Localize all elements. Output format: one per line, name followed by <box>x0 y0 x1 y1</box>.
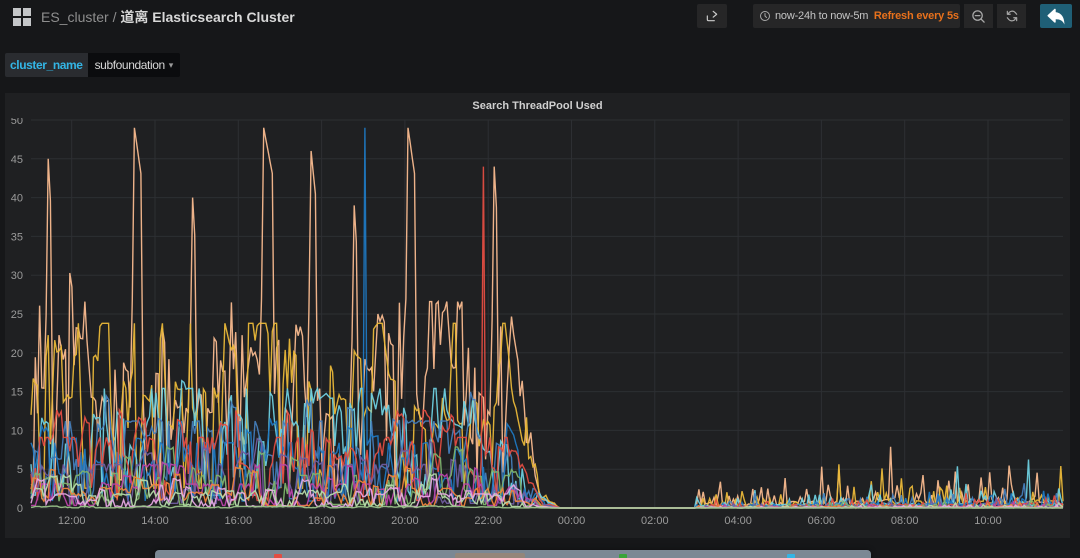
svg-text:20: 20 <box>11 348 23 360</box>
svg-text:10: 10 <box>11 425 23 437</box>
svg-text:45: 45 <box>11 154 23 166</box>
svg-text:08:00: 08:00 <box>891 515 919 527</box>
svg-text:16:00: 16:00 <box>225 515 253 527</box>
svg-text:35: 35 <box>11 231 23 243</box>
svg-text:10:00: 10:00 <box>974 515 1002 527</box>
svg-text:14:00: 14:00 <box>141 515 169 527</box>
svg-text:18:00: 18:00 <box>308 515 336 527</box>
svg-text:06:00: 06:00 <box>808 515 836 527</box>
svg-text:40: 40 <box>11 193 23 205</box>
svg-text:25: 25 <box>11 309 23 321</box>
svg-text:50: 50 <box>11 118 23 127</box>
svg-text:20:00: 20:00 <box>391 515 419 527</box>
svg-text:30: 30 <box>11 270 23 282</box>
svg-text:0: 0 <box>17 503 23 515</box>
svg-text:22:00: 22:00 <box>474 515 502 527</box>
svg-text:12:00: 12:00 <box>58 515 86 527</box>
svg-text:00:00: 00:00 <box>558 515 586 527</box>
svg-text:02:00: 02:00 <box>641 515 669 527</box>
svg-text:04:00: 04:00 <box>724 515 752 527</box>
svg-text:15: 15 <box>11 387 23 399</box>
svg-text:5: 5 <box>17 464 23 476</box>
